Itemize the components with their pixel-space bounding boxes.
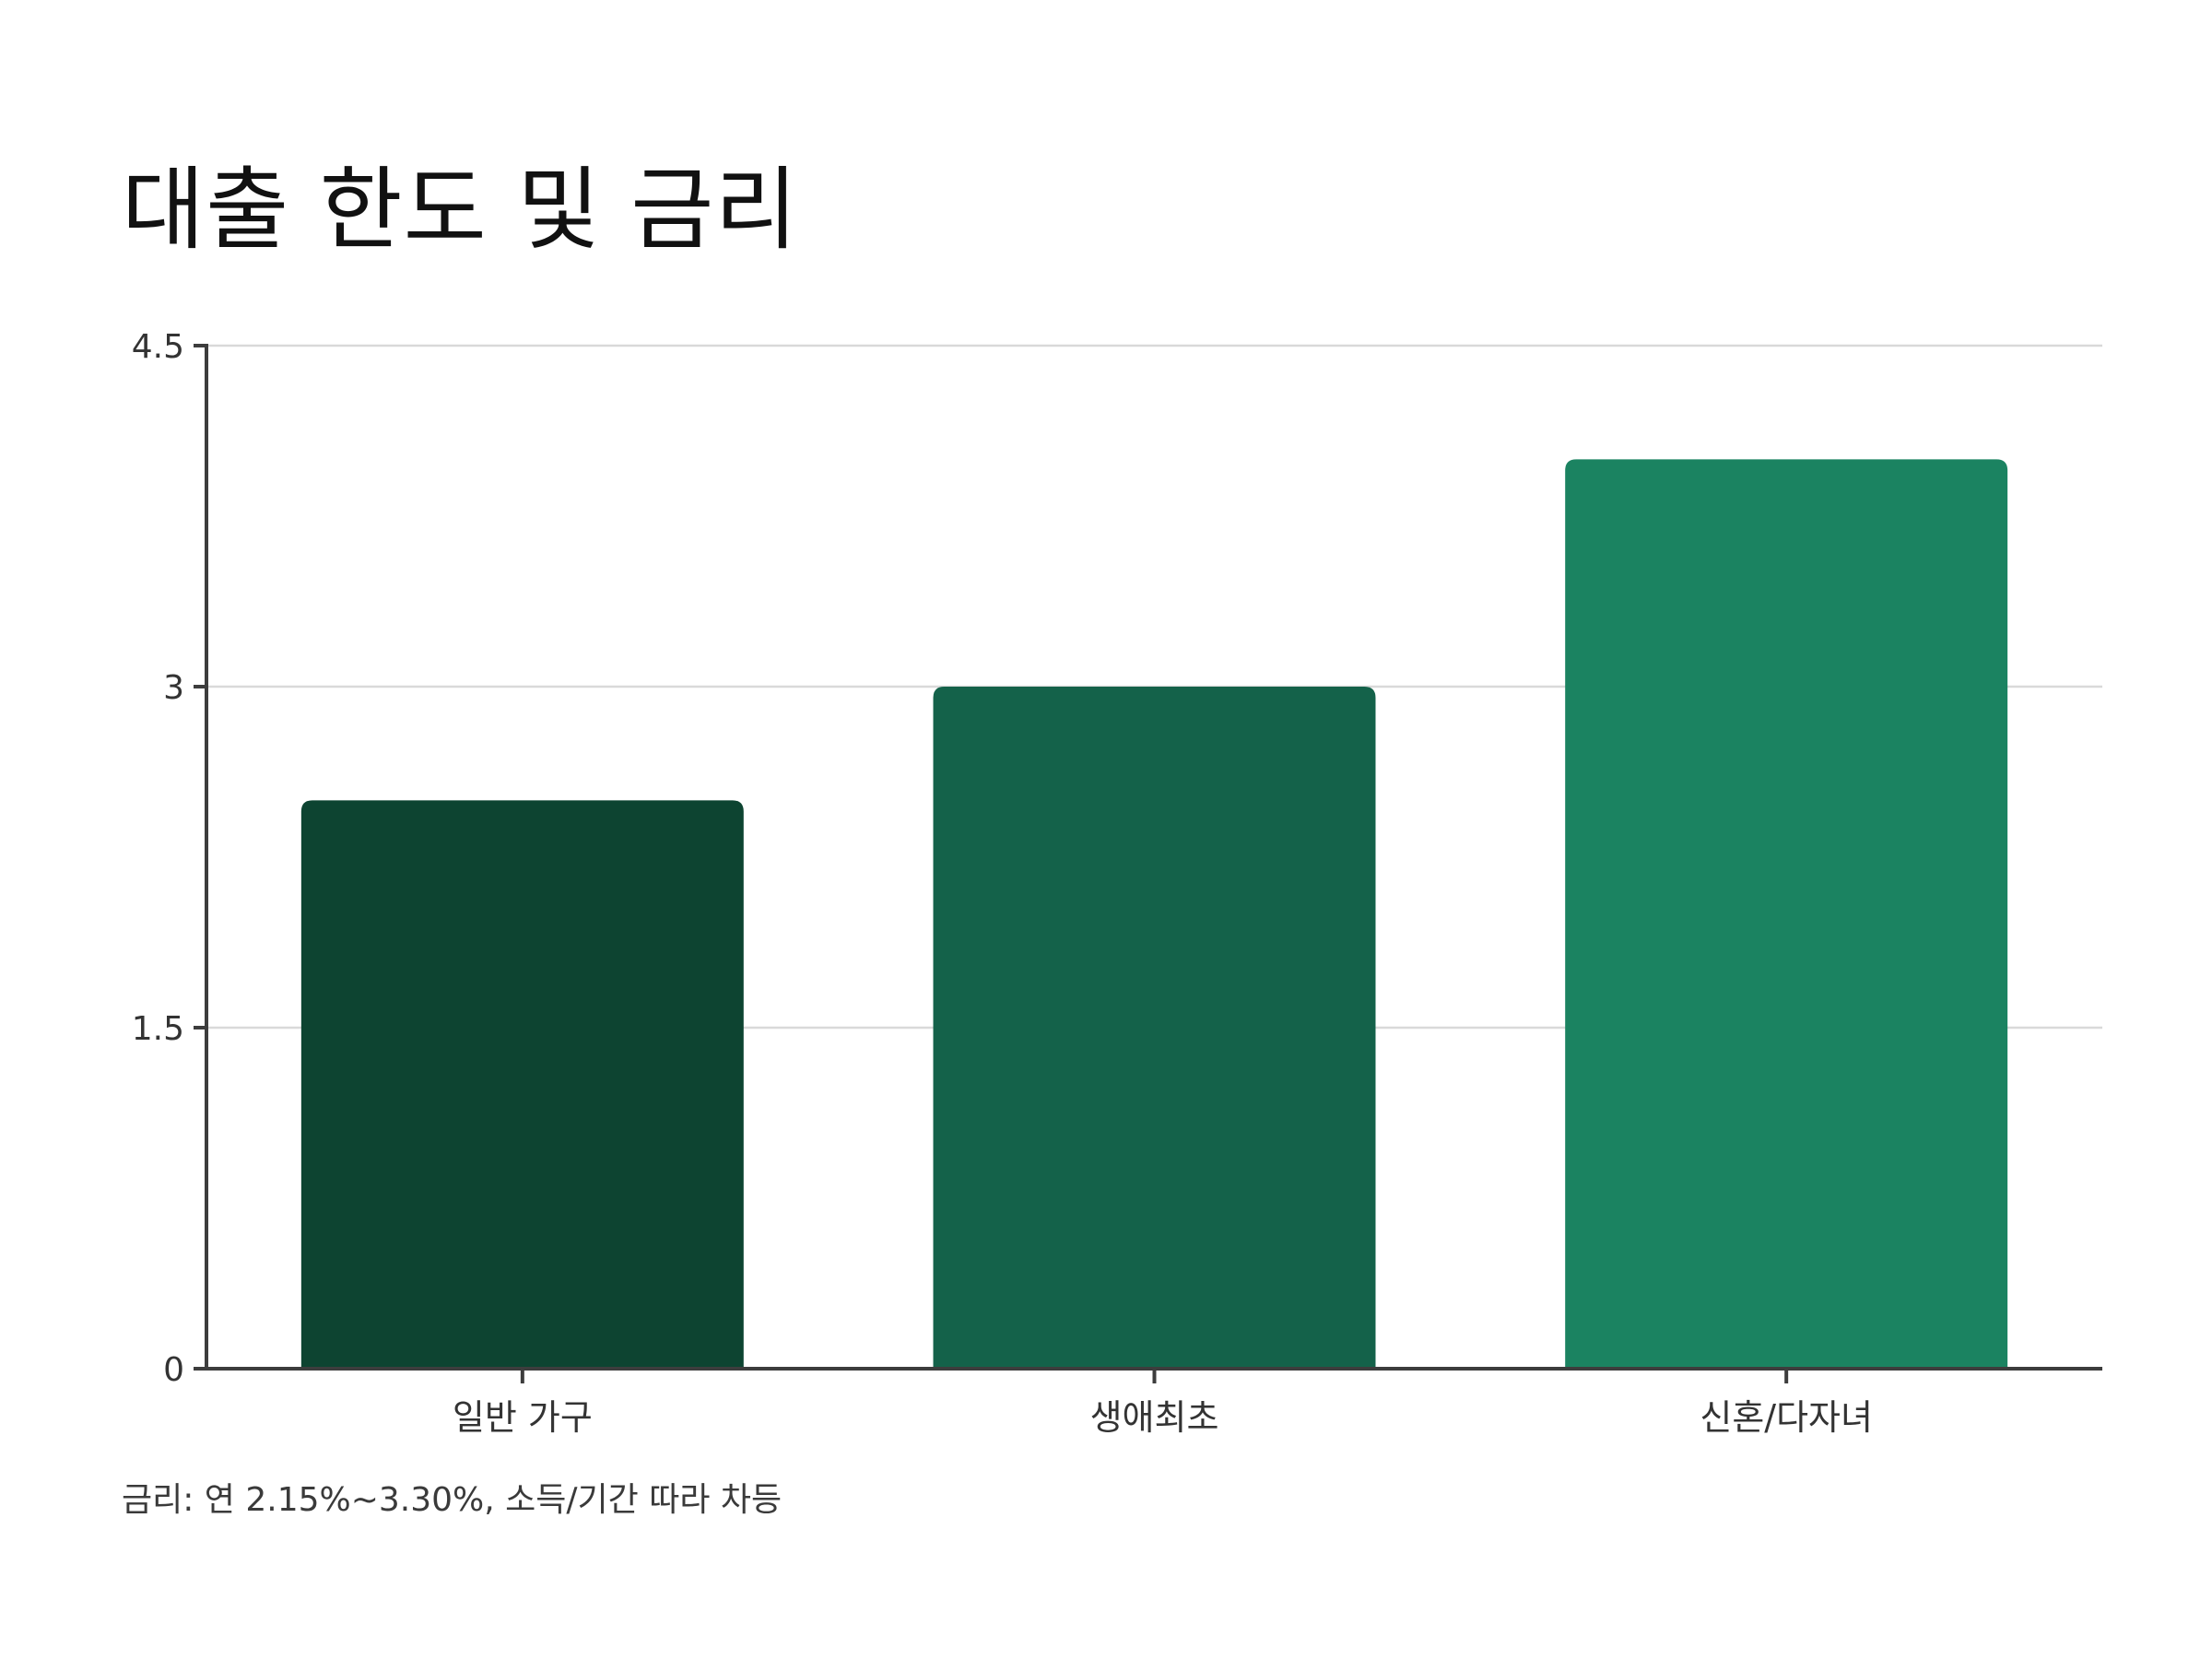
y-tick-label: 3: [163, 669, 184, 707]
y-ticks: 0 1.5 3 4.5: [132, 328, 206, 1389]
interest-rate-note: 금리: 연 2.15%~3.30%, 소득/기간 따라 차등: [122, 1481, 782, 1519]
bar: [1565, 459, 2008, 1369]
x-tick-label: 일반 가구: [453, 1397, 593, 1438]
x-tick-label: 생애최초: [1090, 1397, 1219, 1438]
x-tick-label: 신혼/다자녀: [1700, 1397, 1873, 1438]
bar: [300, 800, 744, 1369]
chart-title: 대출 한도 및 금리: [122, 158, 799, 263]
y-tick-label: 4.5: [132, 328, 184, 366]
bars: [300, 459, 2008, 1369]
y-tick-label: 1.5: [132, 1010, 184, 1048]
bar: [933, 687, 1376, 1369]
x-ticks: 일반 가구 생애최초 신혼/다자녀: [453, 1369, 1873, 1438]
y-tick-label: 0: [163, 1351, 184, 1389]
